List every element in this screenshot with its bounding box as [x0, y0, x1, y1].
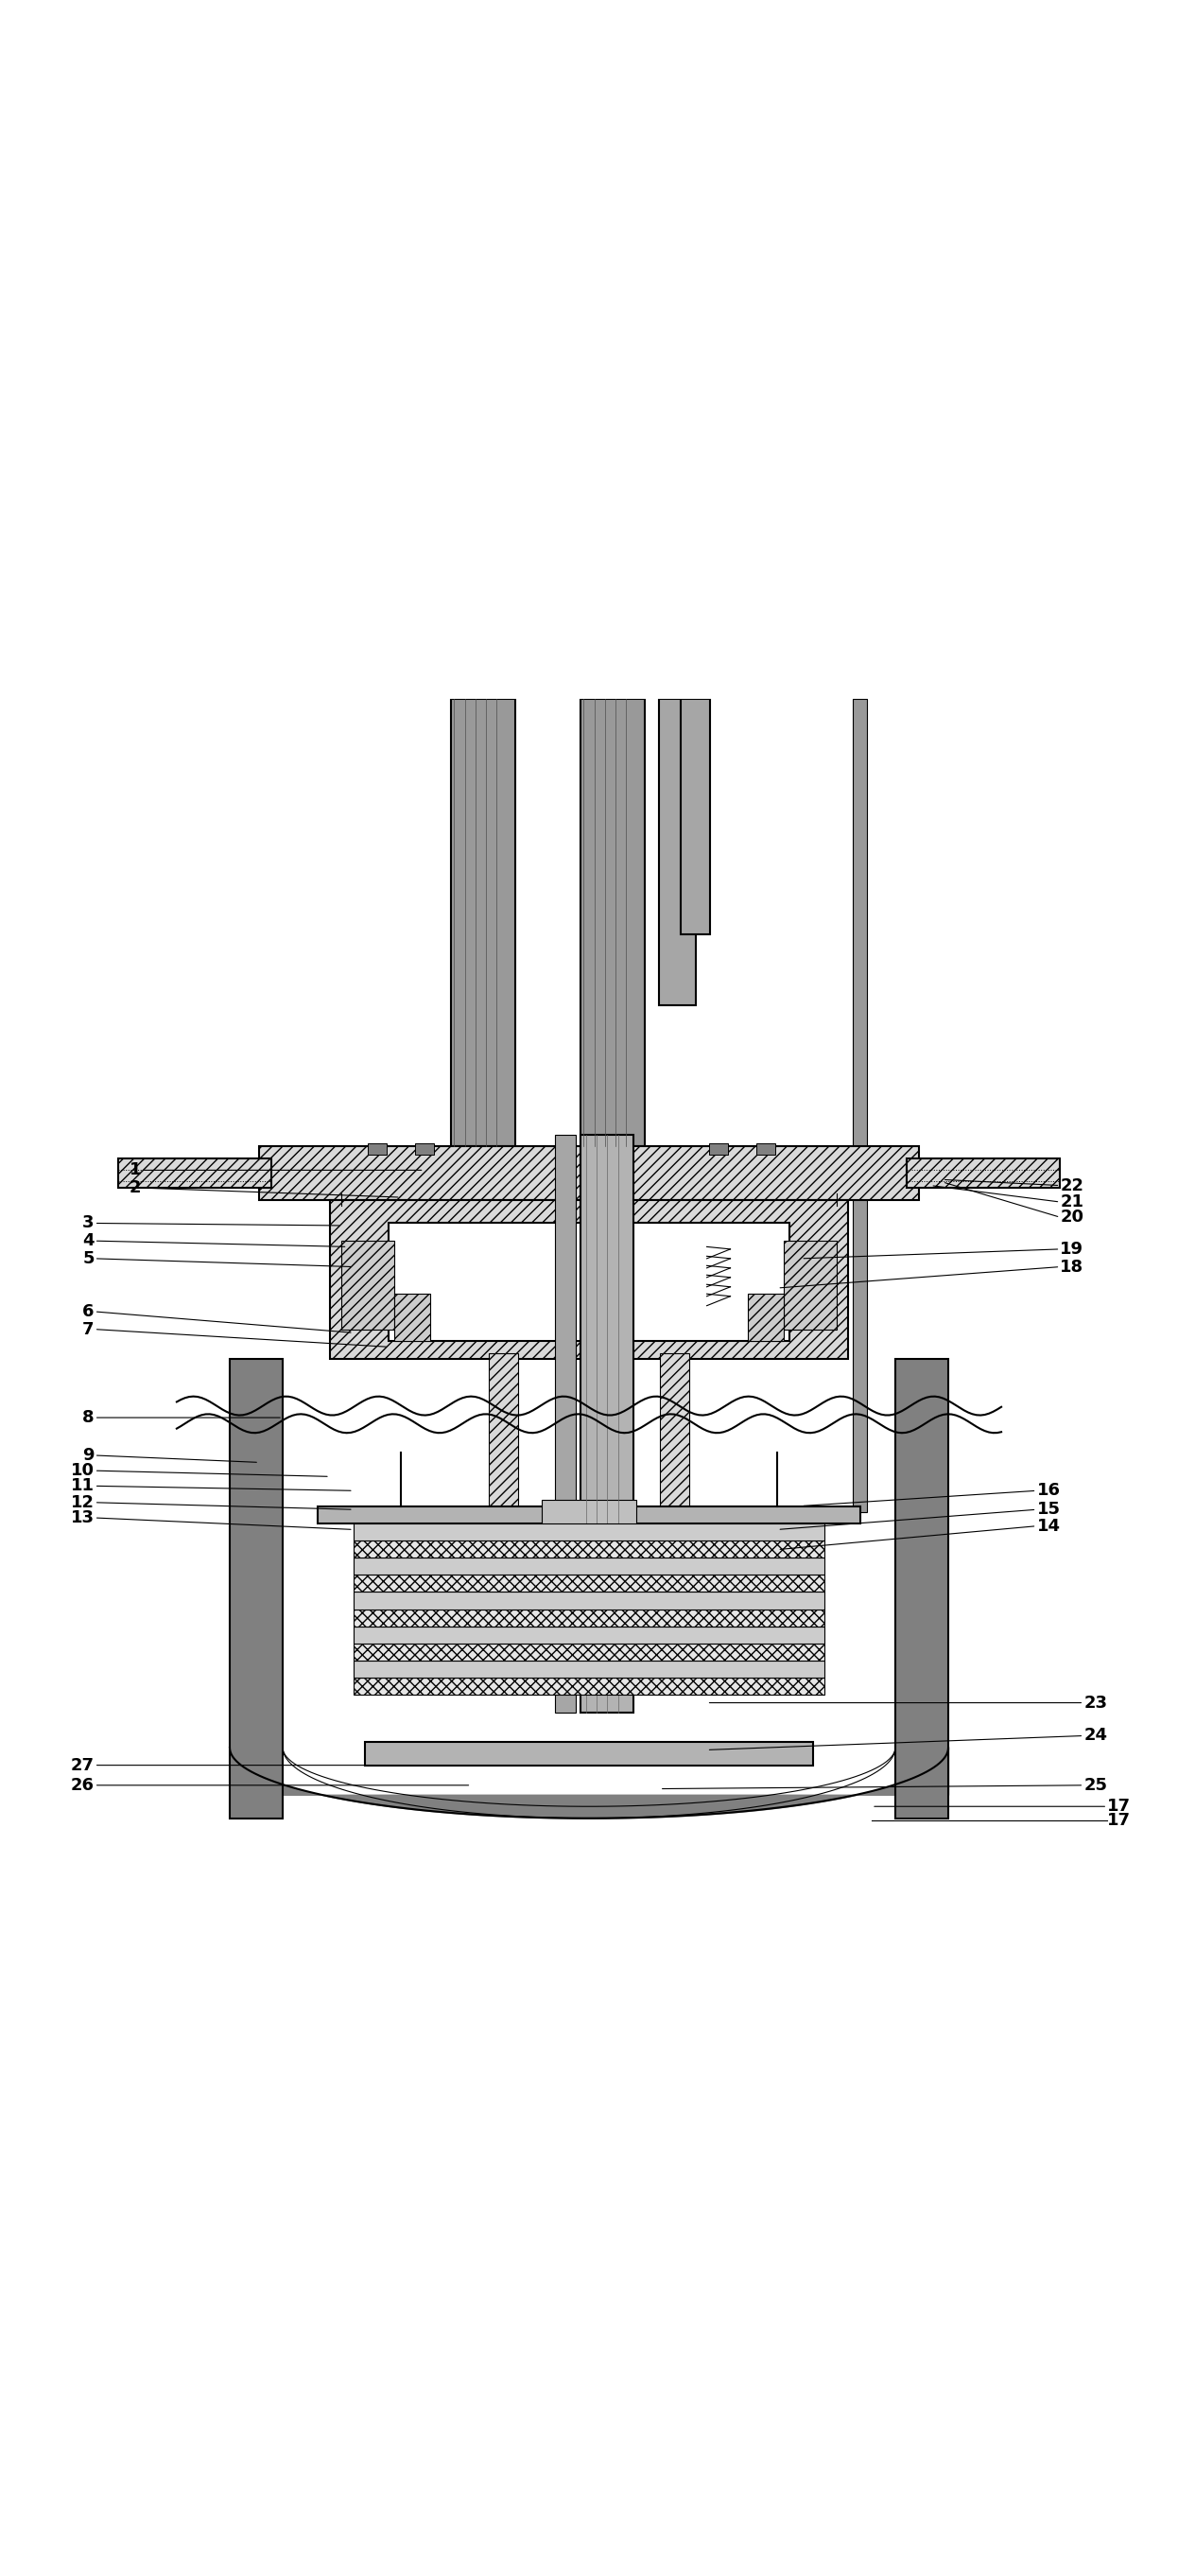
Bar	[259, 1146, 919, 1200]
Text: 10: 10	[71, 1463, 94, 1479]
Text: 1: 1	[130, 1162, 141, 1180]
Bar	[756, 1144, 775, 1154]
Bar	[580, 1136, 634, 1713]
Bar	[118, 1159, 271, 1188]
Bar	[353, 1558, 825, 1574]
Bar	[353, 1574, 825, 1592]
Text: 8: 8	[82, 1409, 94, 1427]
Text: 17: 17	[1107, 1798, 1131, 1816]
Text: 21: 21	[1060, 1193, 1084, 1211]
Bar	[389, 1224, 789, 1342]
Bar	[318, 1507, 860, 1522]
Bar	[895, 1358, 948, 1819]
Bar	[783, 1242, 836, 1329]
Text: 22: 22	[1060, 1177, 1084, 1195]
Text: 15: 15	[1037, 1502, 1060, 1517]
Bar	[555, 1136, 576, 1713]
Text: 7: 7	[82, 1321, 94, 1337]
Bar	[353, 1625, 825, 1643]
Text: 27: 27	[71, 1757, 94, 1775]
Text: 9: 9	[82, 1448, 94, 1463]
Bar	[368, 1144, 386, 1154]
Text: 26: 26	[71, 1777, 94, 1793]
Text: 3: 3	[82, 1216, 94, 1231]
Bar	[709, 1144, 728, 1154]
Bar	[681, 698, 709, 935]
Bar	[353, 1643, 825, 1662]
Bar	[353, 1610, 825, 1625]
Text: 20: 20	[1060, 1208, 1084, 1226]
Bar	[853, 698, 867, 1512]
Bar	[748, 1293, 783, 1342]
Bar	[365, 1741, 813, 1765]
Bar	[580, 698, 646, 1146]
Bar	[489, 1352, 518, 1664]
Bar	[395, 1293, 430, 1342]
Text: 25: 25	[1084, 1777, 1107, 1793]
Text: 2: 2	[130, 1180, 141, 1195]
Bar	[450, 698, 515, 1146]
Text: 6: 6	[82, 1303, 94, 1319]
Text: 12: 12	[71, 1494, 94, 1512]
Bar	[353, 1522, 825, 1540]
Text: 16: 16	[1037, 1481, 1060, 1499]
Text: 19: 19	[1060, 1242, 1084, 1257]
Bar	[907, 1159, 1060, 1188]
Bar	[353, 1662, 825, 1677]
Bar	[659, 698, 696, 1005]
Text: 4: 4	[82, 1231, 94, 1249]
Text: 17: 17	[1107, 1811, 1131, 1829]
Bar	[415, 1144, 434, 1154]
Text: 5: 5	[82, 1249, 94, 1267]
Text: 13: 13	[71, 1510, 94, 1525]
Bar	[330, 1200, 848, 1358]
Bar	[353, 1677, 825, 1695]
Bar	[660, 1352, 689, 1664]
Bar	[542, 1499, 636, 1530]
Text: 24: 24	[1084, 1728, 1107, 1744]
Text: 18: 18	[1060, 1257, 1084, 1275]
Bar	[342, 1242, 395, 1329]
Bar	[230, 1358, 283, 1819]
Text: 23: 23	[1084, 1695, 1107, 1710]
Bar	[353, 1592, 825, 1610]
Bar	[353, 1540, 825, 1558]
Text: 14: 14	[1037, 1517, 1060, 1535]
Text: 11: 11	[71, 1479, 94, 1494]
